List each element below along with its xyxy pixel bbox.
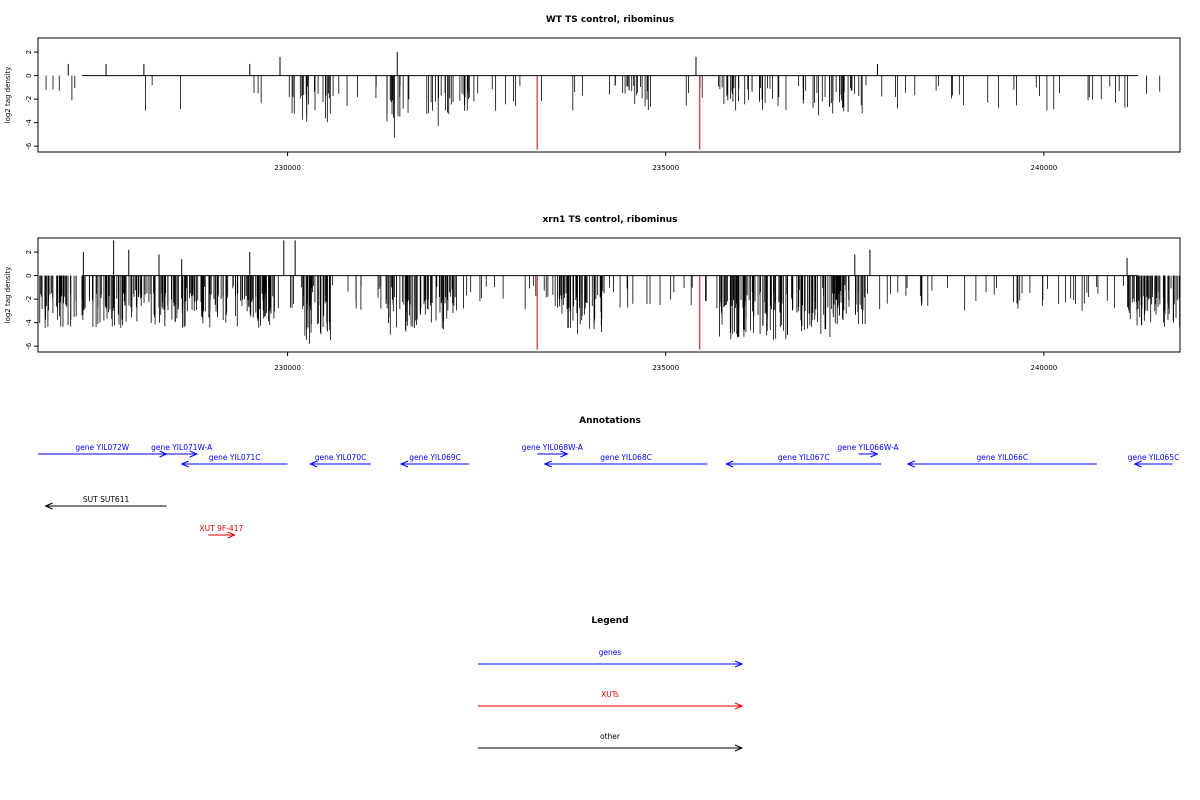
legend-arrow-head [734, 702, 744, 710]
annotation-label: gene YIL071C [209, 453, 261, 462]
annotation-label: gene YIL067C [778, 453, 830, 462]
panel-1-title: WT TS control, ribominus [546, 15, 674, 25]
y-tick-label: -6 [25, 142, 33, 150]
annotation-arrow-head [308, 460, 318, 468]
legend-label: other [600, 732, 621, 741]
annotation-label: gene YIL072W [75, 443, 129, 452]
annotation-label: gene YIL066W-A [837, 443, 899, 452]
annotation-arrow-head [399, 460, 409, 468]
annotation-arrow-head [870, 450, 879, 458]
legend-arrow-head [734, 660, 744, 668]
legend-title: Legend [591, 616, 628, 626]
panel-1-frame [37, 37, 1181, 153]
x-tick-label: 240000 [1031, 364, 1058, 372]
y-tick-label: -2 [25, 296, 33, 303]
annotation-label: gene YIL069C [409, 453, 461, 462]
annotation-arrow-head [906, 460, 915, 468]
x-tick-label: 230000 [274, 364, 301, 372]
legend-arrow-head [734, 744, 744, 752]
annotation-arrow-head [543, 460, 552, 468]
y-tick-label: 2 [25, 50, 33, 54]
legend-label: genes [599, 648, 622, 657]
annotation-label: gene YIL068W-A [522, 443, 584, 452]
annotation-label: gene YIL071W-A [151, 443, 213, 452]
annotation-arrow-head [44, 502, 53, 510]
panel-2-axes: -6 -4 -2 0 2 230000 235000 240000 [25, 250, 1057, 372]
annotation-label: gene YIL070C [315, 453, 367, 462]
annotation-arrow-head [227, 531, 236, 539]
annotation-label: SUT SUT611 [83, 495, 130, 504]
y-tick-label: -4 [25, 319, 33, 327]
annotations-title: Annotations [579, 416, 641, 426]
y-tick-label: 0 [25, 73, 33, 77]
annotation-label: gene YIL065C [1128, 453, 1180, 462]
legend-label: XUTs [601, 690, 619, 699]
annotation-arrow-head [560, 450, 569, 458]
legend: genes XUTs other [478, 648, 744, 752]
annotation-label: gene YIL066C [976, 453, 1028, 462]
panel-1-axes: -6 -4 -2 0 2 230000 235000 240000 [25, 50, 1057, 172]
y-tick-label: 0 [25, 273, 33, 277]
annotation-label: gene YIL068C [600, 453, 652, 462]
y-tick-label: -2 [25, 96, 33, 103]
x-tick-label: 235000 [652, 364, 679, 372]
x-tick-label: 230000 [274, 164, 301, 172]
annotation-arrow-head [189, 450, 199, 458]
panel-2-title: xrn1 TS control, ribominus [542, 215, 677, 225]
annotation-arrow-head [724, 460, 734, 468]
panel-1-ylabel: log2 tag density [4, 67, 12, 124]
panel-2-ylabel: log2 tag density [4, 267, 12, 324]
y-tick-label: 2 [25, 250, 33, 254]
panel-2-frame [37, 237, 1181, 353]
annotation-label: XUT 9F-417 [200, 524, 244, 533]
panel-2-marks [39, 240, 1181, 350]
annotation-arrow-head [180, 460, 189, 468]
x-tick-label: 240000 [1031, 164, 1058, 172]
panel-1-marks [45, 52, 1161, 150]
x-tick-label: 235000 [652, 164, 679, 172]
y-tick-label: -6 [25, 342, 33, 350]
annotation-arrow-head [1133, 460, 1142, 468]
y-tick-label: -4 [25, 119, 33, 127]
